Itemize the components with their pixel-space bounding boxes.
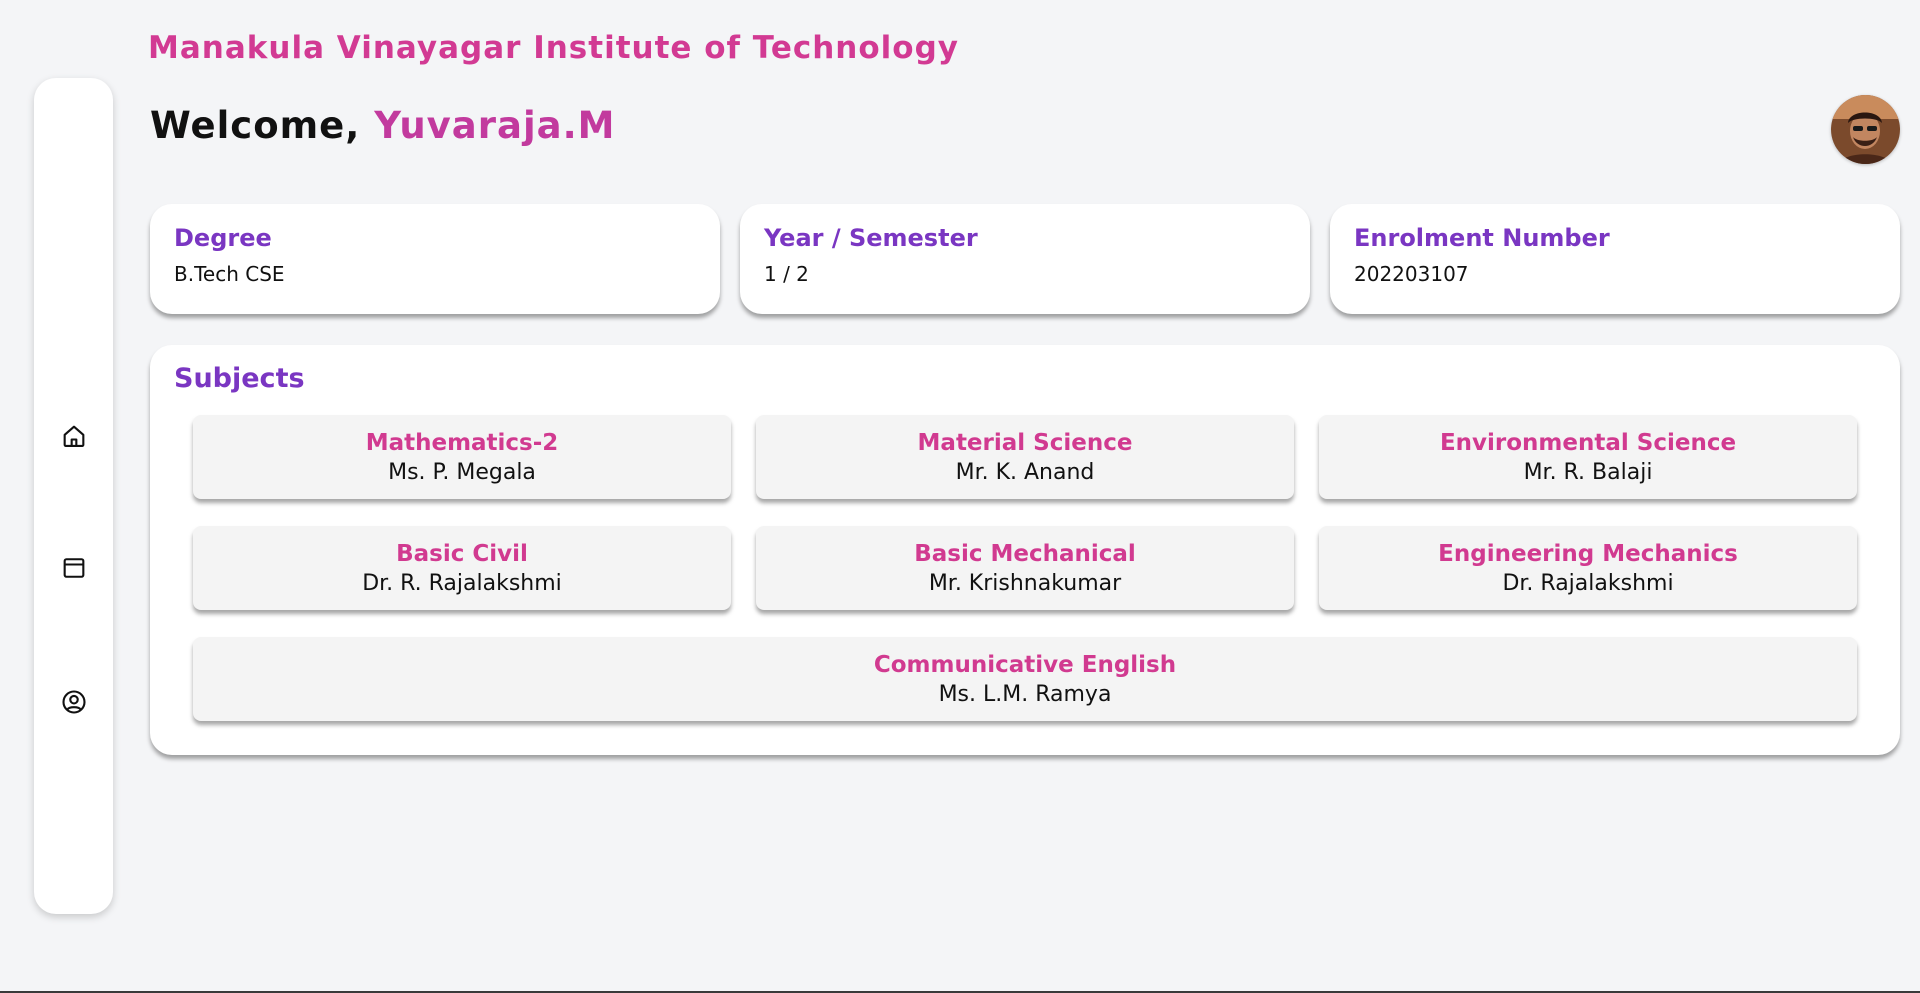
nav-home-button[interactable] (54, 416, 94, 456)
subject-teacher: Mr. K. Anand (955, 459, 1095, 485)
info-card-enrolment-number: Enrolment Number 202203107 (1330, 204, 1900, 314)
subject-teacher: Ms. P. Megala (388, 459, 536, 485)
info-card-year-semester: Year / Semester 1 / 2 (740, 204, 1310, 314)
subject-name: Engineering Mechanics (1438, 540, 1738, 567)
subject-name: Basic Mechanical (914, 540, 1136, 567)
user-circle-icon (61, 690, 86, 714)
subject-teacher: Ms. L.M. Ramya (938, 681, 1112, 707)
subjects-title: Subjects (174, 363, 305, 394)
avatar[interactable] (1831, 95, 1900, 164)
subject-card-engineering-mechanics[interactable]: Engineering Mechanics Dr. Rajalakshmi (1319, 526, 1857, 610)
subjects-panel: Subjects Mathematics-2 Ms. P. Megala Mat… (150, 345, 1900, 755)
sidebar (34, 78, 113, 914)
info-title: Year / Semester (764, 224, 978, 252)
info-title: Degree (174, 224, 272, 252)
subject-teacher: Dr. Rajalakshmi (1502, 570, 1674, 596)
info-title: Enrolment Number (1354, 224, 1610, 252)
nav-calendar-button[interactable] (54, 548, 94, 588)
info-value: B.Tech CSE (174, 262, 285, 286)
subject-name: Basic Civil (396, 540, 528, 567)
subject-card-basic-mechanical[interactable]: Basic Mechanical Mr. Krishnakumar (756, 526, 1294, 610)
subject-teacher: Mr. R. Balaji (1523, 459, 1653, 485)
subject-card-mathematics-2[interactable]: Mathematics-2 Ms. P. Megala (193, 415, 731, 499)
nav-profile-button[interactable] (54, 682, 94, 722)
subject-card-environmental-science[interactable]: Environmental Science Mr. R. Balaji (1319, 415, 1857, 499)
subject-name: Environmental Science (1439, 429, 1737, 456)
subject-card-communicative-english[interactable]: Communicative English Ms. L.M. Ramya (193, 637, 1857, 721)
info-value: 202203107 (1354, 262, 1469, 286)
institute-name: Manakula Vinayagar Institute of Technolo… (148, 30, 959, 66)
avatar-image (1831, 95, 1900, 164)
subject-name: Communicative English (873, 651, 1177, 678)
subject-name: Material Science (917, 429, 1133, 456)
subject-card-material-science[interactable]: Material Science Mr. K. Anand (756, 415, 1294, 499)
calendar-icon (63, 558, 84, 578)
info-card-degree: Degree B.Tech CSE (150, 204, 720, 314)
subject-teacher: Mr. Krishnakumar (928, 570, 1122, 596)
welcome-heading: Welcome, Yuvaraja.M (150, 104, 616, 147)
home-icon (63, 425, 84, 447)
subject-teacher: Dr. R. Rajalakshmi (362, 570, 562, 596)
welcome-prefix: Welcome, (150, 104, 375, 147)
bottom-edge-divider (0, 991, 1920, 993)
user-name: Yuvaraja.M (374, 104, 616, 147)
info-value: 1 / 2 (764, 262, 809, 286)
subject-name: Mathematics-2 (365, 429, 559, 456)
subject-card-basic-civil[interactable]: Basic Civil Dr. R. Rajalakshmi (193, 526, 731, 610)
